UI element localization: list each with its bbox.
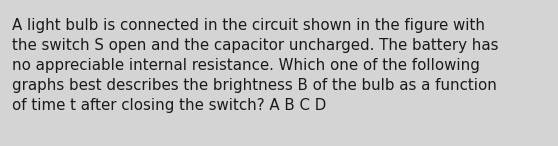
Text: A light bulb is connected in the circuit shown in the figure with
the switch S o: A light bulb is connected in the circuit… xyxy=(12,18,499,113)
